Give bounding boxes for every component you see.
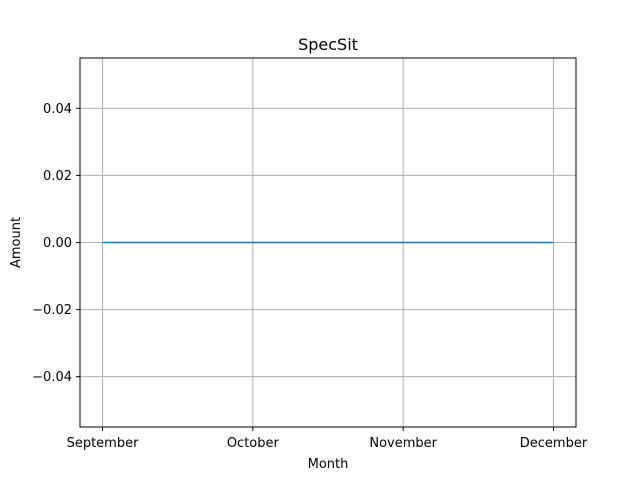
axis-ticks: September October November December −0.04 −0.… (32, 102, 588, 451)
y-tick-label: −0.02 (32, 303, 72, 318)
y-tick-label: 0.00 (43, 236, 72, 251)
x-tick-label: November (369, 436, 437, 451)
y-tick-label: −0.04 (32, 370, 72, 385)
y-tick-label: 0.02 (43, 169, 72, 184)
x-tick-label: December (520, 436, 588, 451)
y-tick-label: 0.04 (43, 102, 72, 117)
chart-title: SpecSit (298, 35, 358, 54)
y-axis-label: Amount (9, 217, 24, 268)
x-tick-label: October (227, 436, 280, 451)
x-axis-label: Month (308, 457, 349, 472)
x-tick-label: September (67, 436, 140, 451)
